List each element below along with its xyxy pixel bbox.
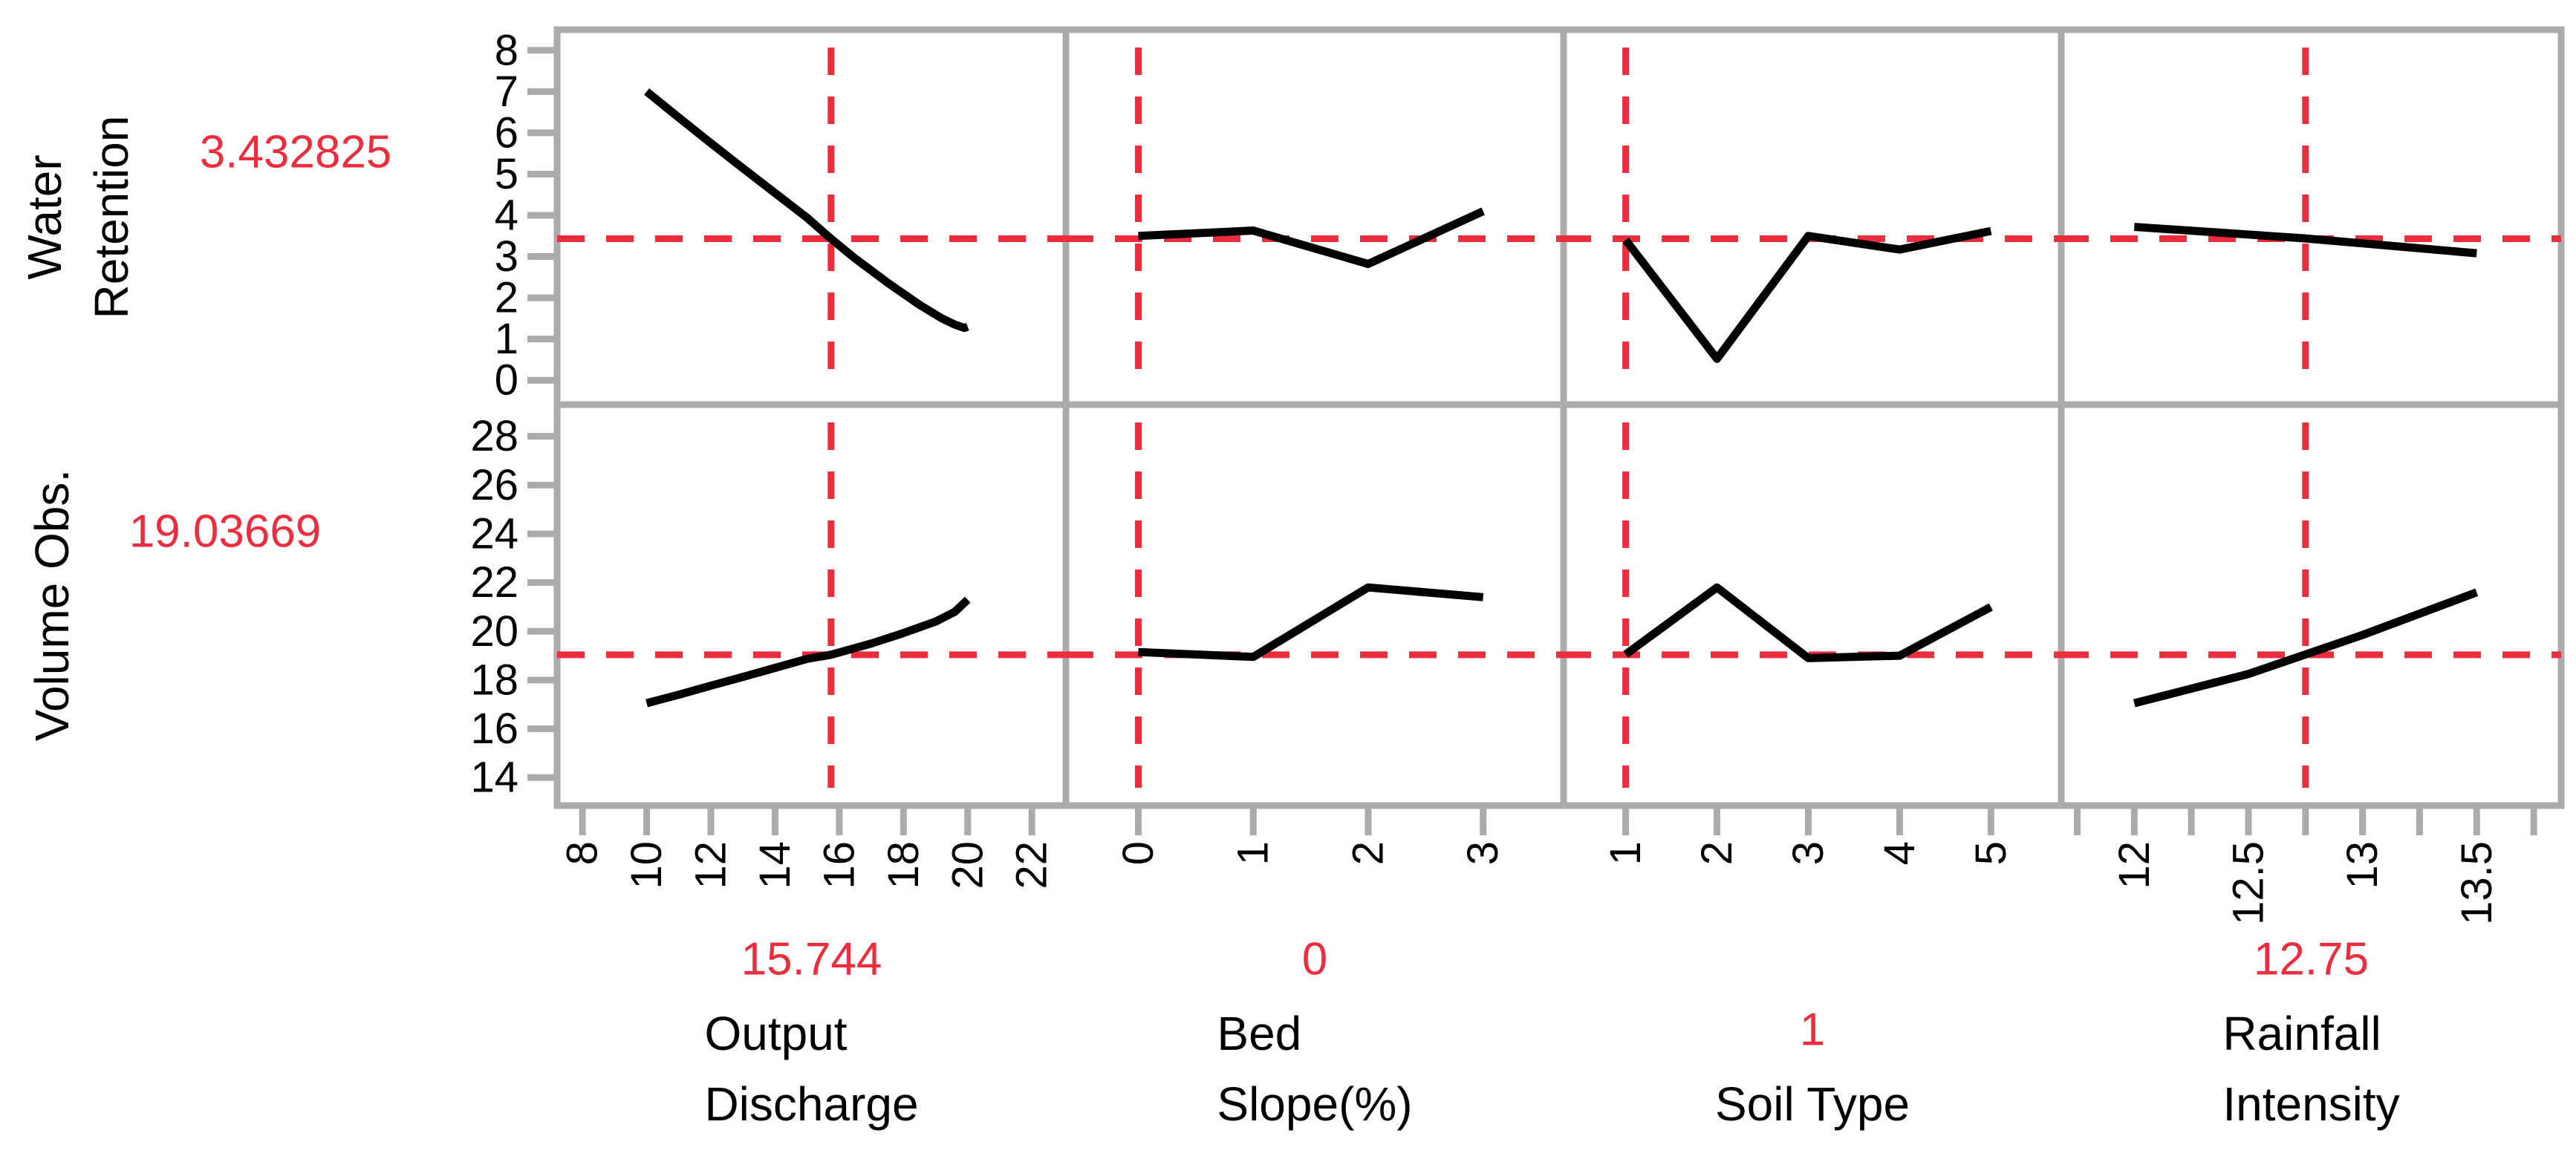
y-axis-tick-label: 6 bbox=[495, 108, 518, 157]
factor-current-value[interactable]: 12.75 bbox=[2254, 934, 2369, 985]
profile-trace-r0-c1 bbox=[1138, 207, 1485, 269]
profile-trace-r1-c0 bbox=[645, 596, 971, 708]
y-axis-tick-label: 18 bbox=[470, 656, 518, 704]
panel-r0-c3 bbox=[2058, 26, 2565, 408]
response-label-line: Volume Obs. bbox=[25, 469, 79, 741]
x-axis-tick-label: 4 bbox=[1876, 841, 1924, 865]
factor-label-line: Bed bbox=[1217, 1007, 1301, 1060]
y-axis-tick-label: 7 bbox=[495, 68, 518, 116]
y-axis-tick-label: 22 bbox=[470, 558, 518, 607]
factor-label-line: Discharge bbox=[704, 1077, 918, 1131]
y-axis-tick-label: 16 bbox=[470, 705, 518, 753]
x-axis-tick-label: 14 bbox=[751, 841, 799, 889]
x-axis-tick-label: 13.5 bbox=[2453, 841, 2501, 925]
y-axis-tick-label: 3 bbox=[495, 232, 518, 281]
panel-r1-c2 bbox=[1560, 401, 2065, 809]
factor-current-value[interactable]: 0 bbox=[1302, 934, 1327, 985]
x-axis-tick-label: 8 bbox=[559, 841, 607, 865]
x-axis-tick-label: 2 bbox=[1344, 841, 1392, 865]
x-axis-tick-label: 10 bbox=[622, 841, 671, 889]
x-axis-tick-label: 20 bbox=[943, 841, 992, 889]
y-axis-tick-label: 4 bbox=[495, 192, 518, 240]
x-axis-tick-label: 12 bbox=[2110, 841, 2159, 889]
profile-trace-r1-c2 bbox=[1623, 583, 1993, 662]
y-axis-tick-label: 14 bbox=[470, 754, 518, 802]
panel-r1-c0 bbox=[553, 401, 1070, 809]
y-axis-tick-label: 2 bbox=[495, 274, 518, 322]
profile-trace-r1-c3 bbox=[2133, 588, 2479, 708]
profile-trace-r0-c3 bbox=[2133, 223, 2477, 258]
x-axis-tick-label: 22 bbox=[1008, 841, 1056, 889]
y-axis-tick-label: 28 bbox=[470, 412, 518, 460]
panel-r0-c1 bbox=[1062, 26, 1567, 408]
factor-label-line: Slope(%) bbox=[1217, 1077, 1412, 1131]
factor-label-line: Intensity bbox=[2222, 1077, 2399, 1131]
x-axis-tick-label: 5 bbox=[1967, 841, 2015, 865]
response-current-value[interactable]: 3.432825 bbox=[200, 127, 392, 178]
x-axis-tick-label: 1 bbox=[1601, 841, 1650, 865]
x-axis-tick-label: 16 bbox=[815, 841, 863, 889]
x-axis-tick-label: 2 bbox=[1693, 841, 1741, 865]
panel-r1-c3 bbox=[2058, 401, 2565, 809]
x-axis-tick-label: 1 bbox=[1229, 841, 1278, 865]
factor-label-line: Output bbox=[704, 1007, 847, 1060]
factor-current-value[interactable]: 15.744 bbox=[741, 934, 882, 985]
x-axis-tick-label: 13 bbox=[2338, 841, 2387, 889]
response-label-line: Retention bbox=[85, 116, 138, 319]
x-axis-tick-label: 12.5 bbox=[2224, 841, 2272, 925]
y-axis-tick-label: 20 bbox=[470, 607, 518, 656]
x-axis-tick-label: 3 bbox=[1459, 841, 1507, 865]
x-axis-tick-label: 18 bbox=[879, 841, 928, 889]
y-axis-tick-label: 0 bbox=[495, 356, 518, 405]
panel-r0-c2 bbox=[1560, 26, 2065, 408]
x-axis-tick-label: 12 bbox=[687, 841, 735, 889]
x-axis-tick-label: 3 bbox=[1784, 841, 1832, 865]
profile-trace-r0-c2 bbox=[1622, 226, 1992, 363]
factor-current-value[interactable]: 1 bbox=[1800, 1005, 1825, 1056]
y-axis-tick-label: 24 bbox=[470, 509, 518, 558]
y-axis-tick-label: 1 bbox=[495, 315, 518, 363]
factor-label-line: Soil Type bbox=[1715, 1077, 1910, 1131]
panel-r1-c1 bbox=[1062, 401, 1567, 809]
x-axis-tick-label: 0 bbox=[1114, 841, 1162, 865]
y-axis-tick-label: 26 bbox=[470, 461, 518, 509]
profile-trace-r1-c1 bbox=[1138, 583, 1484, 662]
response-label-line: Water bbox=[18, 154, 71, 279]
profile-trace-r0-c0 bbox=[644, 88, 969, 333]
y-axis-tick-label: 5 bbox=[495, 150, 518, 198]
factor-label-line: Rainfall bbox=[2222, 1007, 2381, 1060]
y-axis-tick-label: 8 bbox=[495, 26, 518, 74]
response-current-value[interactable]: 19.03669 bbox=[129, 506, 322, 558]
